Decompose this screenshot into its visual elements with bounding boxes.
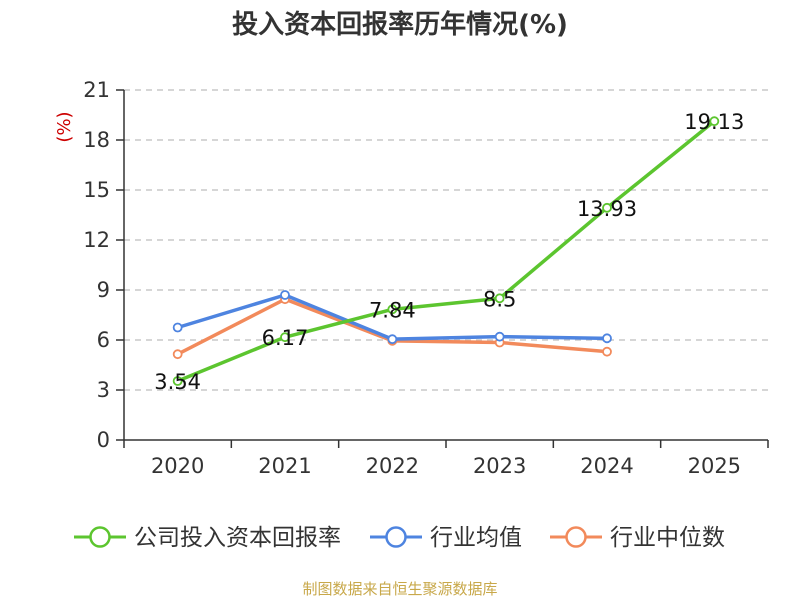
data-point — [602, 346, 612, 357]
x-tick-label: 2022 — [366, 454, 419, 478]
legend-label: 公司投入资本回报率 — [134, 525, 341, 551]
data-label: 3.54 — [154, 370, 201, 394]
data-point — [602, 202, 612, 213]
data-point — [494, 293, 505, 304]
data-label: 8.5 — [483, 287, 516, 311]
y-axis-unit: (%) — [54, 111, 75, 142]
data-point — [280, 290, 290, 300]
y-tick-label: 12 — [83, 228, 110, 252]
data-point — [602, 333, 612, 344]
y-tick-label: 0 — [97, 428, 110, 452]
x-tick-label: 2020 — [151, 454, 204, 478]
legend-label: 行业均值 — [430, 525, 522, 551]
y-tick-label: 3 — [97, 378, 110, 402]
x-tick-label: 2024 — [580, 454, 633, 478]
data-label: 7.84 — [369, 298, 416, 322]
y-tick-label: 15 — [83, 178, 110, 202]
x-tick-label: 2021 — [258, 454, 311, 478]
x-tick-label: 2023 — [473, 454, 526, 478]
source-note: 制图数据来自恒生聚源数据库 — [302, 580, 498, 598]
data-label: 6.17 — [262, 326, 309, 350]
y-tick-label: 18 — [83, 128, 110, 152]
data-label: 19.13 — [684, 110, 744, 134]
x-tick-label: 2025 — [688, 454, 741, 478]
data-point — [172, 322, 183, 333]
chart-title: 投入资本回报率历年情况(%) — [232, 10, 568, 40]
legend-marker — [385, 526, 407, 548]
data-point — [172, 376, 183, 386]
data-point — [494, 331, 505, 342]
data-point — [387, 334, 398, 345]
y-tick-label: 6 — [97, 328, 110, 352]
data-point — [709, 116, 720, 127]
y-tick-label: 9 — [97, 278, 110, 302]
legend-marker — [565, 526, 587, 548]
series-line-0 — [177, 119, 716, 383]
legend-marker — [89, 526, 111, 548]
data-label: 13.93 — [577, 197, 637, 221]
data-point — [280, 332, 290, 343]
legend-label: 行业中位数 — [610, 525, 725, 551]
data-point — [387, 304, 398, 315]
y-tick-label: 21 — [83, 78, 110, 102]
data-point — [172, 349, 183, 360]
